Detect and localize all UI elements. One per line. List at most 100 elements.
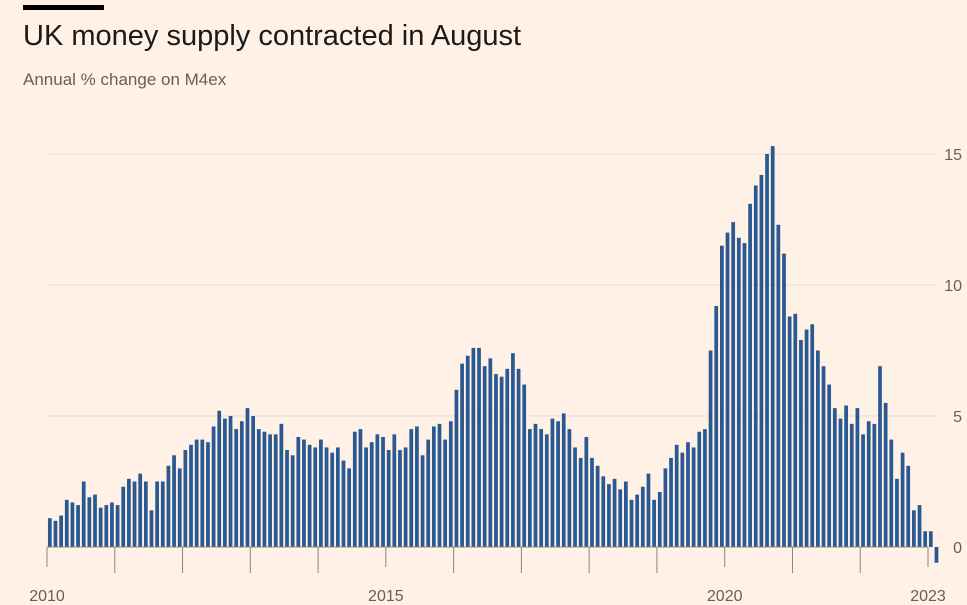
bar-133 bbox=[799, 340, 803, 547]
x-tick-label-2023: 2023 bbox=[910, 588, 946, 605]
bar-65 bbox=[415, 426, 419, 547]
bar-78 bbox=[488, 358, 493, 547]
bar-2 bbox=[59, 515, 63, 547]
bar-135 bbox=[810, 324, 815, 547]
bar-6 bbox=[81, 481, 86, 547]
bar-136 bbox=[816, 350, 820, 547]
bar-128 bbox=[770, 146, 775, 547]
bar-5 bbox=[76, 505, 80, 547]
bar-85 bbox=[527, 429, 532, 547]
bar-100 bbox=[612, 478, 617, 547]
bar-117 bbox=[708, 350, 713, 547]
x-tick-label-2015: 2015 bbox=[368, 588, 404, 605]
y-tick-label-5: 5 bbox=[953, 409, 962, 426]
bar-143 bbox=[855, 408, 860, 547]
bar-66 bbox=[420, 455, 425, 547]
bar-21 bbox=[166, 465, 171, 547]
bar-150 bbox=[895, 478, 899, 547]
bar-63 bbox=[403, 447, 408, 547]
bar-131 bbox=[787, 316, 792, 547]
bar-7 bbox=[87, 497, 92, 547]
bar-20 bbox=[160, 481, 165, 547]
bar-75 bbox=[471, 347, 476, 547]
y-tick-label-10: 10 bbox=[944, 278, 962, 295]
bar-108 bbox=[657, 491, 662, 547]
bar-98 bbox=[601, 476, 606, 547]
bar-34 bbox=[239, 421, 244, 547]
bar-101 bbox=[618, 489, 623, 547]
bar-62 bbox=[398, 450, 402, 547]
bar-142 bbox=[849, 423, 854, 547]
bar-102 bbox=[624, 481, 628, 547]
bar-113 bbox=[686, 442, 690, 547]
bar-22 bbox=[172, 455, 176, 547]
bar-149 bbox=[889, 439, 894, 547]
bar-4 bbox=[70, 502, 75, 547]
bar-53 bbox=[347, 468, 351, 547]
bar-106 bbox=[646, 473, 651, 547]
bar-115 bbox=[697, 431, 702, 547]
bar-49 bbox=[324, 447, 329, 547]
bar-146 bbox=[872, 423, 877, 547]
bar-127 bbox=[765, 154, 769, 547]
bar-95 bbox=[584, 436, 589, 547]
bar-8 bbox=[93, 494, 97, 547]
bar-91 bbox=[561, 413, 566, 547]
bar-31 bbox=[223, 418, 227, 547]
bar-13 bbox=[121, 486, 126, 547]
bar-14 bbox=[127, 478, 131, 547]
bar-77 bbox=[482, 366, 487, 547]
bar-41 bbox=[279, 423, 284, 547]
bar-60 bbox=[386, 450, 391, 547]
bar-15 bbox=[132, 481, 137, 547]
bar-73 bbox=[460, 363, 464, 547]
y-tick-label-15: 15 bbox=[944, 147, 962, 164]
bar-97 bbox=[595, 465, 600, 547]
bars-layer bbox=[47, 146, 939, 563]
bar-134 bbox=[804, 329, 809, 547]
bar-83 bbox=[516, 368, 521, 547]
bar-86 bbox=[533, 423, 538, 547]
bar-9 bbox=[98, 507, 103, 547]
bar-48 bbox=[319, 439, 323, 547]
bar-84 bbox=[522, 384, 527, 547]
bar-68 bbox=[431, 426, 436, 547]
bar-45 bbox=[302, 439, 306, 547]
bar-88 bbox=[544, 434, 549, 547]
bar-57 bbox=[369, 442, 374, 547]
bar-11 bbox=[110, 502, 114, 547]
bar-27 bbox=[200, 439, 205, 547]
bar-154 bbox=[917, 505, 922, 547]
bar-123 bbox=[742, 243, 747, 547]
bar-50 bbox=[330, 452, 335, 547]
chart-subtitle: Annual % change on M4ex bbox=[23, 70, 227, 89]
bar-30 bbox=[217, 410, 222, 547]
bar-43 bbox=[290, 455, 295, 547]
bar-147 bbox=[878, 366, 882, 547]
bar-112 bbox=[680, 452, 685, 547]
bar-54 bbox=[352, 431, 357, 547]
bar-119 bbox=[720, 245, 724, 547]
bar-19 bbox=[155, 481, 159, 547]
bar-74 bbox=[465, 355, 470, 547]
bar-32 bbox=[228, 416, 233, 547]
bar-141 bbox=[844, 405, 848, 547]
bar-36 bbox=[251, 416, 255, 547]
bar-26 bbox=[194, 439, 199, 547]
top-rule bbox=[23, 5, 104, 10]
bar-139 bbox=[832, 408, 837, 547]
bar-58 bbox=[375, 434, 380, 547]
bar-122 bbox=[736, 237, 741, 547]
bar-70 bbox=[443, 439, 448, 547]
bar-61 bbox=[392, 434, 397, 547]
bar-47 bbox=[313, 447, 318, 547]
bar-81 bbox=[505, 368, 510, 547]
bar-152 bbox=[906, 465, 911, 547]
bar-51 bbox=[335, 447, 340, 547]
bar-55 bbox=[358, 429, 363, 547]
bar-120 bbox=[725, 232, 730, 547]
x-tick-label-2010: 2010 bbox=[29, 588, 65, 605]
bar-132 bbox=[793, 313, 798, 547]
bar-16 bbox=[138, 473, 143, 547]
bar-103 bbox=[629, 499, 634, 547]
